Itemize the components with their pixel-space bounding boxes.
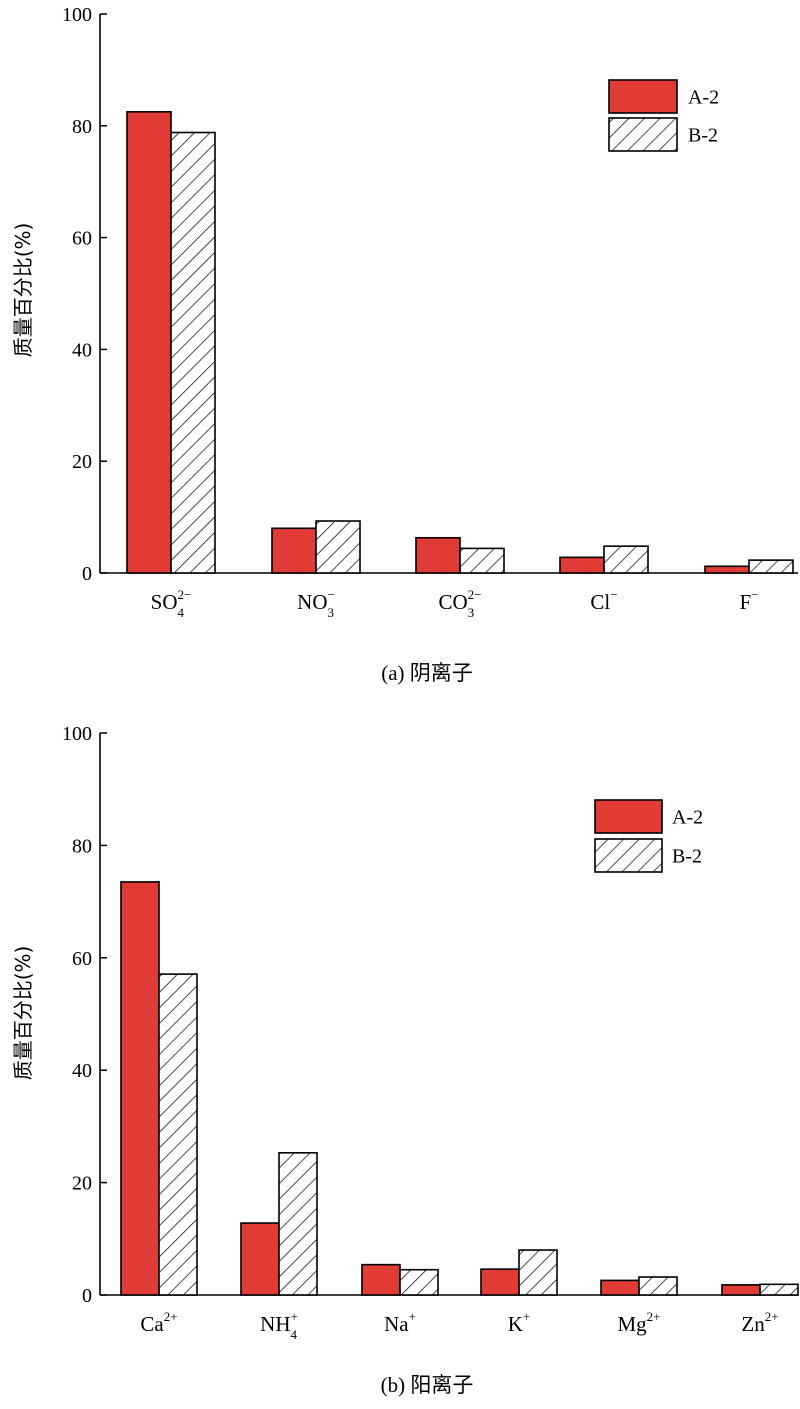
x-tick-label-base: Zn (741, 1312, 765, 1336)
x-tick-label-base: NH (260, 1312, 290, 1336)
x-tick-label-sub: 4 (291, 1327, 298, 1342)
y-tick-label: 60 (72, 948, 92, 970)
x-tick-label-base: K (508, 1312, 523, 1336)
bar-a-2 (480, 1268, 520, 1296)
bar-a-2 (704, 565, 750, 574)
legend-label: A-2 (672, 807, 703, 829)
x-tick-label-base: Cl (590, 590, 610, 614)
x-tick-label: Cl− (590, 587, 617, 614)
y-tick-label: 40 (72, 1060, 92, 1082)
x-tick-label-base: CO (438, 590, 467, 614)
x-tick-label: Na+ (384, 1309, 416, 1336)
x-tick-label-base: Na (384, 1312, 409, 1336)
bar-a-2 (721, 1284, 761, 1296)
x-tick-label-sup: + (409, 1309, 416, 1324)
x-tick-label: K+ (508, 1309, 531, 1336)
x-tick-label-sup: − (610, 587, 617, 602)
x-tick-label-sup: 2− (178, 587, 192, 602)
x-tick-label-base: Mg (617, 1312, 647, 1336)
bar-a-2 (559, 556, 605, 574)
x-tick-label-base: Ca (140, 1312, 164, 1336)
bar-b-2 (158, 973, 198, 1296)
bar-b-2 (459, 547, 505, 574)
bar-b-2 (399, 1268, 439, 1296)
bar-b-2 (170, 131, 216, 574)
bar-b-2 (315, 520, 361, 574)
x-tick-label-sup: + (523, 1309, 530, 1324)
y-tick-label: 20 (72, 1173, 92, 1195)
bar-a-2 (600, 1279, 640, 1296)
x-tick-label: Mg2+ (617, 1309, 660, 1336)
bar-a-2 (271, 527, 317, 574)
y-tick-label: 40 (72, 339, 92, 361)
x-tick-label-sup: + (291, 1309, 298, 1324)
bar-a-2 (240, 1222, 280, 1296)
y-tick-label: 80 (72, 835, 92, 857)
y-tick-label: 0 (82, 1285, 92, 1307)
x-tick-label-sup: 2+ (647, 1309, 661, 1324)
x-tick-label-base: F (739, 590, 751, 614)
bar-b-2 (748, 559, 794, 574)
y-tick-label: 100 (62, 4, 92, 26)
bar-b-2 (759, 1283, 799, 1296)
legend-swatch-b-2 (594, 838, 663, 873)
x-tick-label-sup: 2− (468, 587, 482, 602)
chart-caption: (a) 阴离子 (381, 661, 473, 685)
x-tick-label: CO2− 3 (438, 587, 481, 620)
bar-a-2 (120, 881, 160, 1296)
x-tick-label: F− (739, 587, 758, 614)
x-tick-label: NH+ 4 (260, 1309, 298, 1342)
bar-b-2 (638, 1276, 678, 1296)
x-tick-label-base: SO (151, 590, 178, 614)
legend-label: B-2 (688, 125, 718, 147)
x-tick-label-sup: 2+ (765, 1309, 779, 1324)
chart-caption: (b) 阳离子 (381, 1373, 474, 1397)
x-tick-label: NO− 3 (297, 587, 335, 620)
x-tick-label: Zn2+ (741, 1309, 778, 1336)
y-tick-label: 100 (62, 723, 92, 745)
legend-swatch-a-2 (594, 799, 663, 834)
y-tick-label: 80 (72, 116, 92, 138)
legend-swatch-a-2 (608, 79, 678, 114)
bar-a-2 (361, 1263, 401, 1296)
y-tick-label: 0 (82, 563, 92, 585)
x-tick-label-sup: 2+ (164, 1309, 178, 1324)
bar-a-2 (126, 111, 172, 574)
y-tick-label: 60 (72, 228, 92, 250)
x-tick-label-sub: 3 (468, 605, 475, 620)
y-axis-label: 质量百分比(%) (11, 946, 35, 1081)
legend: A-2 B-2 (594, 799, 703, 873)
x-tick-label: SO2− 4 (151, 587, 192, 620)
y-tick-label: 20 (72, 451, 92, 473)
legend-label: B-2 (672, 846, 702, 868)
x-tick-label-base: NO (297, 590, 327, 614)
bar-a-2 (415, 536, 461, 574)
bar-b-2 (518, 1249, 558, 1296)
legend: A-2 B-2 (608, 79, 719, 152)
legend-label: A-2 (688, 87, 719, 109)
x-tick-label-sub: 3 (328, 605, 335, 620)
x-tick-label-sup: − (751, 587, 758, 602)
y-axis-label: 质量百分比(%) (11, 223, 35, 358)
bar-b-2 (278, 1152, 318, 1296)
x-tick-label: Ca2+ (140, 1309, 177, 1336)
legend-swatch-b-2 (608, 117, 678, 152)
x-tick-label-sup: − (328, 587, 335, 602)
x-tick-label-sub: 4 (178, 605, 185, 620)
bar-b-2 (603, 545, 649, 574)
